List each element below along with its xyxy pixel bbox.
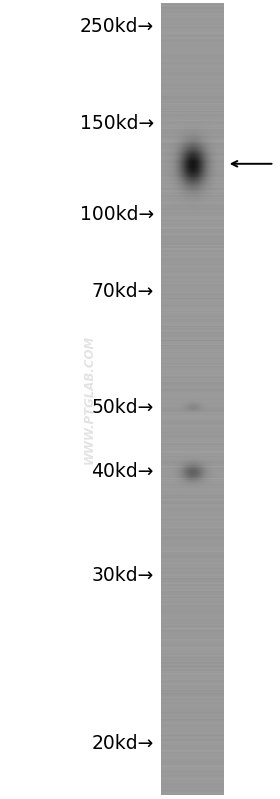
Text: 50kd→: 50kd→ [92, 398, 154, 417]
Text: 250kd→: 250kd→ [80, 17, 154, 36]
Text: WWW.PTGLAB.COM: WWW.PTGLAB.COM [83, 335, 96, 464]
Text: 100kd→: 100kd→ [80, 205, 154, 224]
Text: 20kd→: 20kd→ [92, 733, 154, 753]
Text: 150kd→: 150kd→ [80, 114, 154, 133]
Text: 40kd→: 40kd→ [92, 462, 154, 481]
Text: 70kd→: 70kd→ [92, 282, 154, 301]
Text: 30kd→: 30kd→ [92, 566, 154, 585]
